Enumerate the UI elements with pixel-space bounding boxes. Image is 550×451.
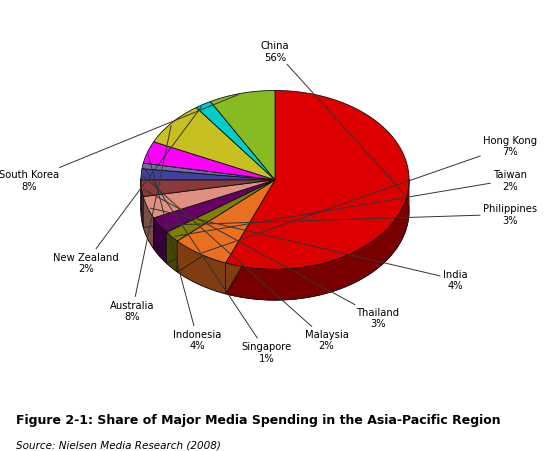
- Text: Figure 2-1: Share of Major Media Spending in the Asia-Pacific Region: Figure 2-1: Share of Major Media Spendin…: [16, 413, 501, 426]
- Polygon shape: [153, 180, 275, 249]
- Text: Source: Nielsen Media Research (2008): Source: Nielsen Media Research (2008): [16, 440, 221, 450]
- Text: Australia
8%: Australia 8%: [110, 126, 171, 322]
- Polygon shape: [177, 180, 275, 272]
- Text: Thailand
3%: Thailand 3%: [144, 190, 400, 328]
- Polygon shape: [167, 180, 275, 264]
- Polygon shape: [141, 169, 275, 180]
- Text: Singapore
1%: Singapore 1%: [144, 169, 292, 363]
- Text: South Korea
8%: South Korea 8%: [0, 95, 239, 191]
- Polygon shape: [153, 180, 275, 233]
- Text: Philippines
3%: Philippines 3%: [162, 204, 537, 226]
- Polygon shape: [226, 180, 275, 294]
- Text: New Zealand
2%: New Zealand 2%: [53, 107, 201, 273]
- Polygon shape: [226, 180, 275, 294]
- Polygon shape: [211, 91, 275, 180]
- Ellipse shape: [141, 122, 409, 300]
- Text: Taiwan
2%: Taiwan 2%: [174, 170, 527, 237]
- Polygon shape: [196, 102, 275, 180]
- Polygon shape: [141, 180, 144, 228]
- Polygon shape: [153, 108, 275, 180]
- Polygon shape: [141, 180, 275, 197]
- Polygon shape: [144, 197, 153, 249]
- Polygon shape: [177, 180, 275, 272]
- Polygon shape: [153, 218, 167, 264]
- Text: Malaysia
2%: Malaysia 2%: [143, 177, 349, 351]
- Polygon shape: [144, 180, 275, 218]
- Polygon shape: [167, 233, 177, 272]
- Polygon shape: [153, 180, 275, 249]
- Polygon shape: [167, 180, 275, 264]
- Polygon shape: [144, 143, 275, 180]
- Polygon shape: [141, 180, 275, 212]
- Polygon shape: [144, 180, 275, 228]
- Polygon shape: [142, 164, 275, 180]
- Text: Hong Kong
7%: Hong Kong 7%: [202, 135, 537, 253]
- Text: Indonesia
4%: Indonesia 4%: [148, 156, 222, 351]
- Polygon shape: [141, 180, 275, 212]
- Polygon shape: [144, 180, 275, 228]
- Polygon shape: [167, 180, 275, 241]
- Polygon shape: [177, 180, 275, 263]
- Text: India
4%: India 4%: [150, 209, 468, 291]
- Text: China
56%: China 56%: [261, 41, 405, 195]
- Polygon shape: [226, 179, 409, 300]
- Polygon shape: [177, 241, 225, 294]
- Polygon shape: [226, 91, 409, 270]
